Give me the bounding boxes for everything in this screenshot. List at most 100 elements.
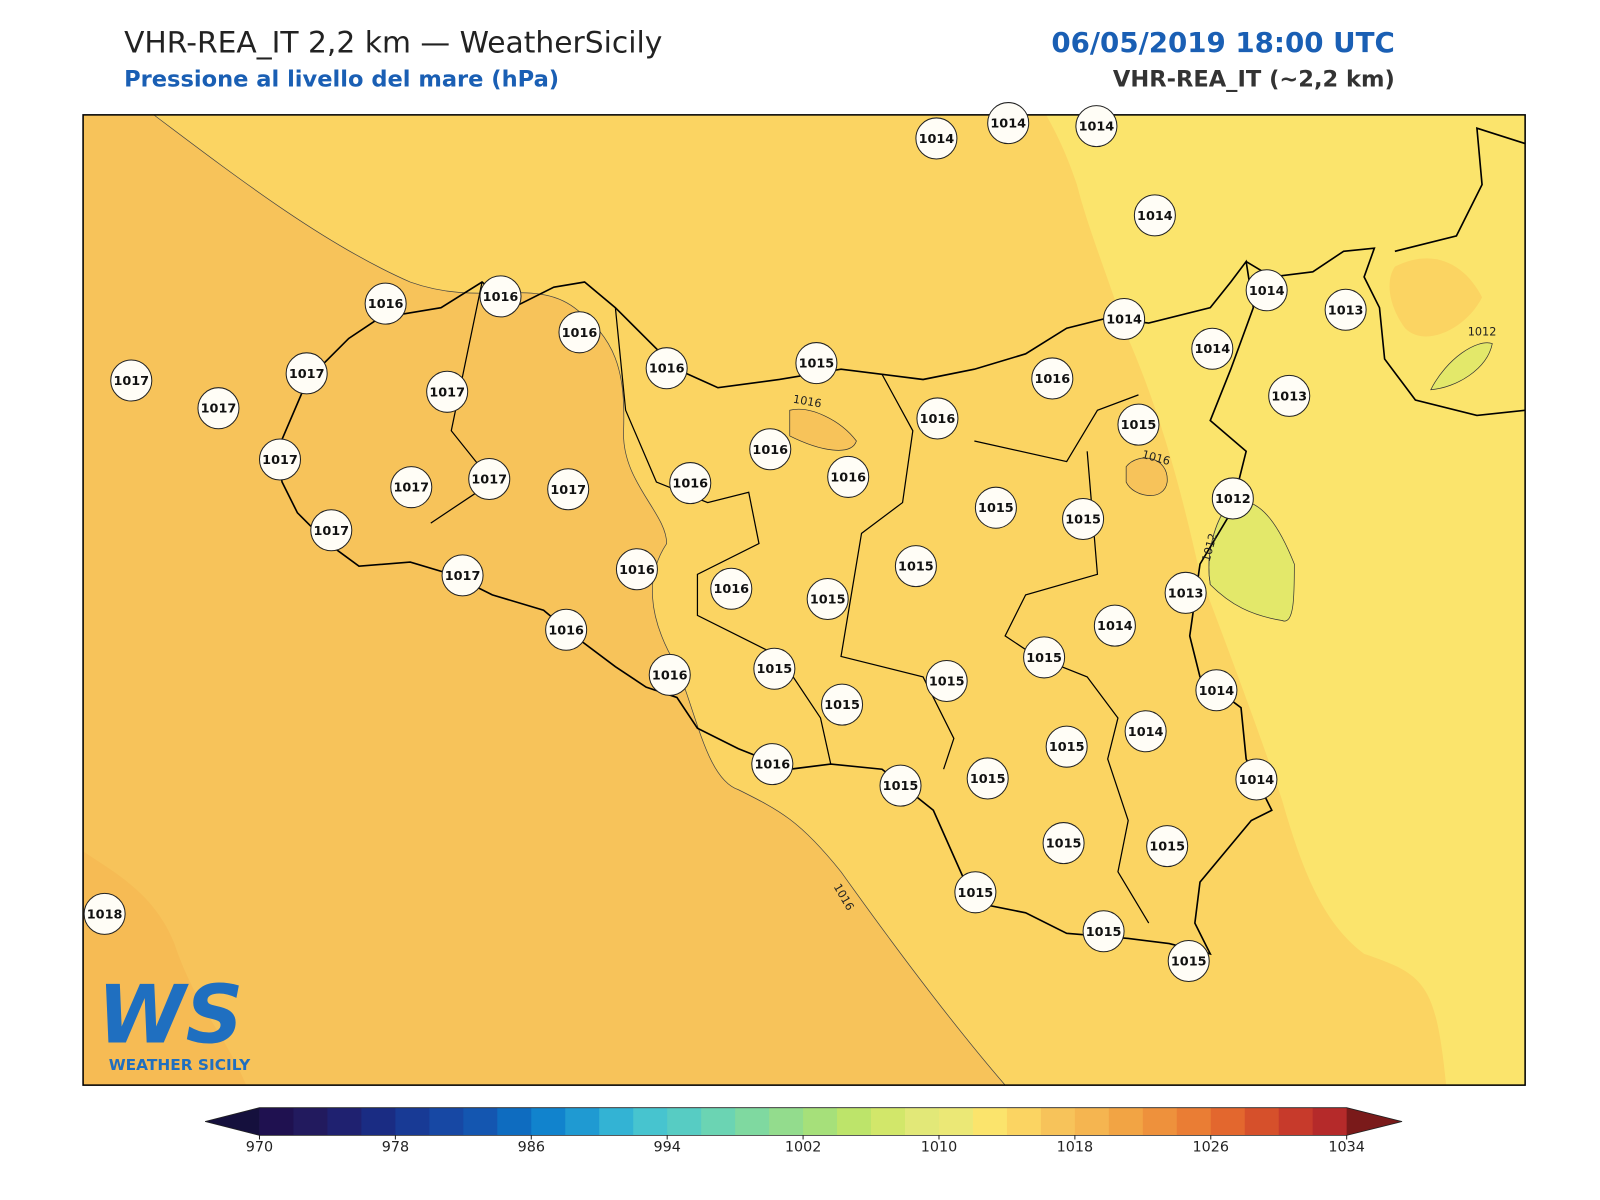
- station-marker: [545, 608, 588, 651]
- colorbar-tick-label: 1034: [1328, 1140, 1365, 1156]
- station: 1015: [1062, 497, 1105, 540]
- station: 1016: [545, 608, 588, 651]
- station: 1015: [806, 577, 849, 620]
- station-marker: [1023, 636, 1066, 679]
- colorbar-segment: [259, 1107, 294, 1136]
- station: 1017: [426, 370, 469, 413]
- station-marker: [806, 577, 849, 620]
- station-value: 1015: [1026, 651, 1062, 666]
- station-value: 1013: [1271, 389, 1307, 404]
- station-marker: [468, 457, 511, 500]
- field-1016: [789, 408, 857, 451]
- station-marker: [1146, 825, 1189, 868]
- colorbar-segment: [871, 1107, 906, 1136]
- station-value: 1015: [810, 593, 846, 608]
- station-value: 1014: [1249, 284, 1285, 299]
- station-value: 1017: [262, 453, 298, 468]
- station: 1017: [468, 457, 511, 500]
- station: 1015: [1146, 825, 1189, 868]
- station-value: 1015: [929, 675, 965, 690]
- station-value: 1017: [471, 473, 507, 488]
- station-marker: [1093, 604, 1136, 647]
- station-value: 1015: [1049, 740, 1085, 755]
- colorbar-segment: [667, 1107, 702, 1136]
- colorbar-segment: [837, 1107, 872, 1136]
- station: 1016: [751, 743, 794, 786]
- station-value: 1014: [1128, 725, 1164, 740]
- station-marker: [916, 397, 959, 440]
- station: 1016: [648, 653, 691, 696]
- station-marker: [1164, 571, 1207, 614]
- station-value: 1015: [898, 560, 934, 575]
- station-marker: [1042, 822, 1085, 865]
- station: 1017: [310, 509, 353, 552]
- station-marker: [615, 548, 658, 591]
- station-marker: [966, 757, 1009, 800]
- logo: WS WEATHER SICILY: [97, 968, 251, 1074]
- station: 1013: [1324, 288, 1367, 331]
- station-marker: [987, 102, 1030, 145]
- station-value: 1015: [1046, 837, 1082, 852]
- station-marker: [954, 871, 997, 914]
- station-marker: [669, 462, 712, 505]
- colorbar-tick-label: 1026: [1193, 1140, 1230, 1156]
- station-value: 1017: [429, 385, 465, 400]
- station: 1017: [258, 438, 302, 481]
- station: 1016: [710, 567, 753, 610]
- station: 1015: [1082, 910, 1125, 953]
- map-frame: [82, 114, 1526, 1086]
- station: 1014: [915, 117, 958, 160]
- station: 1014: [1235, 758, 1278, 801]
- colorbar-extend-under: [205, 1107, 260, 1136]
- station-marker: [479, 275, 522, 318]
- station-marker: [364, 282, 407, 325]
- station: 1016: [749, 428, 792, 471]
- station-value: 1017: [393, 481, 429, 496]
- station: 1013: [1268, 374, 1311, 417]
- colorbar-segment: [1142, 1107, 1178, 1136]
- station-value: 1016: [1034, 372, 1070, 387]
- station-marker: [925, 660, 968, 703]
- station-value: 1017: [550, 483, 586, 498]
- station: 1017: [547, 468, 590, 511]
- station: 1016: [916, 397, 959, 440]
- colorbar-tick-label: 994: [653, 1140, 680, 1156]
- colorbar-segment: [565, 1107, 600, 1136]
- station: 1016: [669, 462, 712, 505]
- station-value: 1014: [1079, 120, 1115, 135]
- station-value: 1016: [754, 758, 790, 773]
- station: 1016: [827, 455, 870, 498]
- station-marker: [1191, 327, 1234, 370]
- station-marker: [795, 342, 838, 385]
- station-value: 1016: [368, 297, 404, 312]
- station-value: 1015: [1121, 418, 1157, 433]
- station: 1015: [925, 660, 968, 703]
- station-marker: [258, 438, 302, 481]
- station-marker: [285, 352, 328, 395]
- station: 1014: [987, 102, 1030, 145]
- station-value: 1016: [752, 443, 788, 458]
- station-marker: [390, 466, 433, 509]
- station-value: 1014: [1239, 773, 1275, 788]
- contour-line: [153, 114, 1006, 1086]
- contour-label: 1012: [1468, 325, 1497, 338]
- colorbar-segment: [803, 1107, 838, 1136]
- station-marker: [1324, 288, 1367, 331]
- station-marker: [915, 117, 958, 160]
- station-marker: [1062, 497, 1105, 540]
- station: 1016: [364, 282, 407, 325]
- colorbar-segment: [701, 1107, 736, 1136]
- station-marker: [753, 647, 796, 690]
- station: 1014: [1103, 297, 1146, 340]
- station-marker: [974, 486, 1017, 529]
- station-value: 1015: [1171, 955, 1207, 970]
- colorbar-segment: [361, 1107, 396, 1136]
- station: 1015: [753, 647, 796, 690]
- station-marker: [1124, 710, 1167, 753]
- station: 1014: [1124, 710, 1167, 753]
- station-marker: [645, 347, 688, 390]
- station-value: 1016: [649, 362, 685, 377]
- station-value: 1013: [1168, 586, 1204, 601]
- station: 1014: [1245, 269, 1288, 312]
